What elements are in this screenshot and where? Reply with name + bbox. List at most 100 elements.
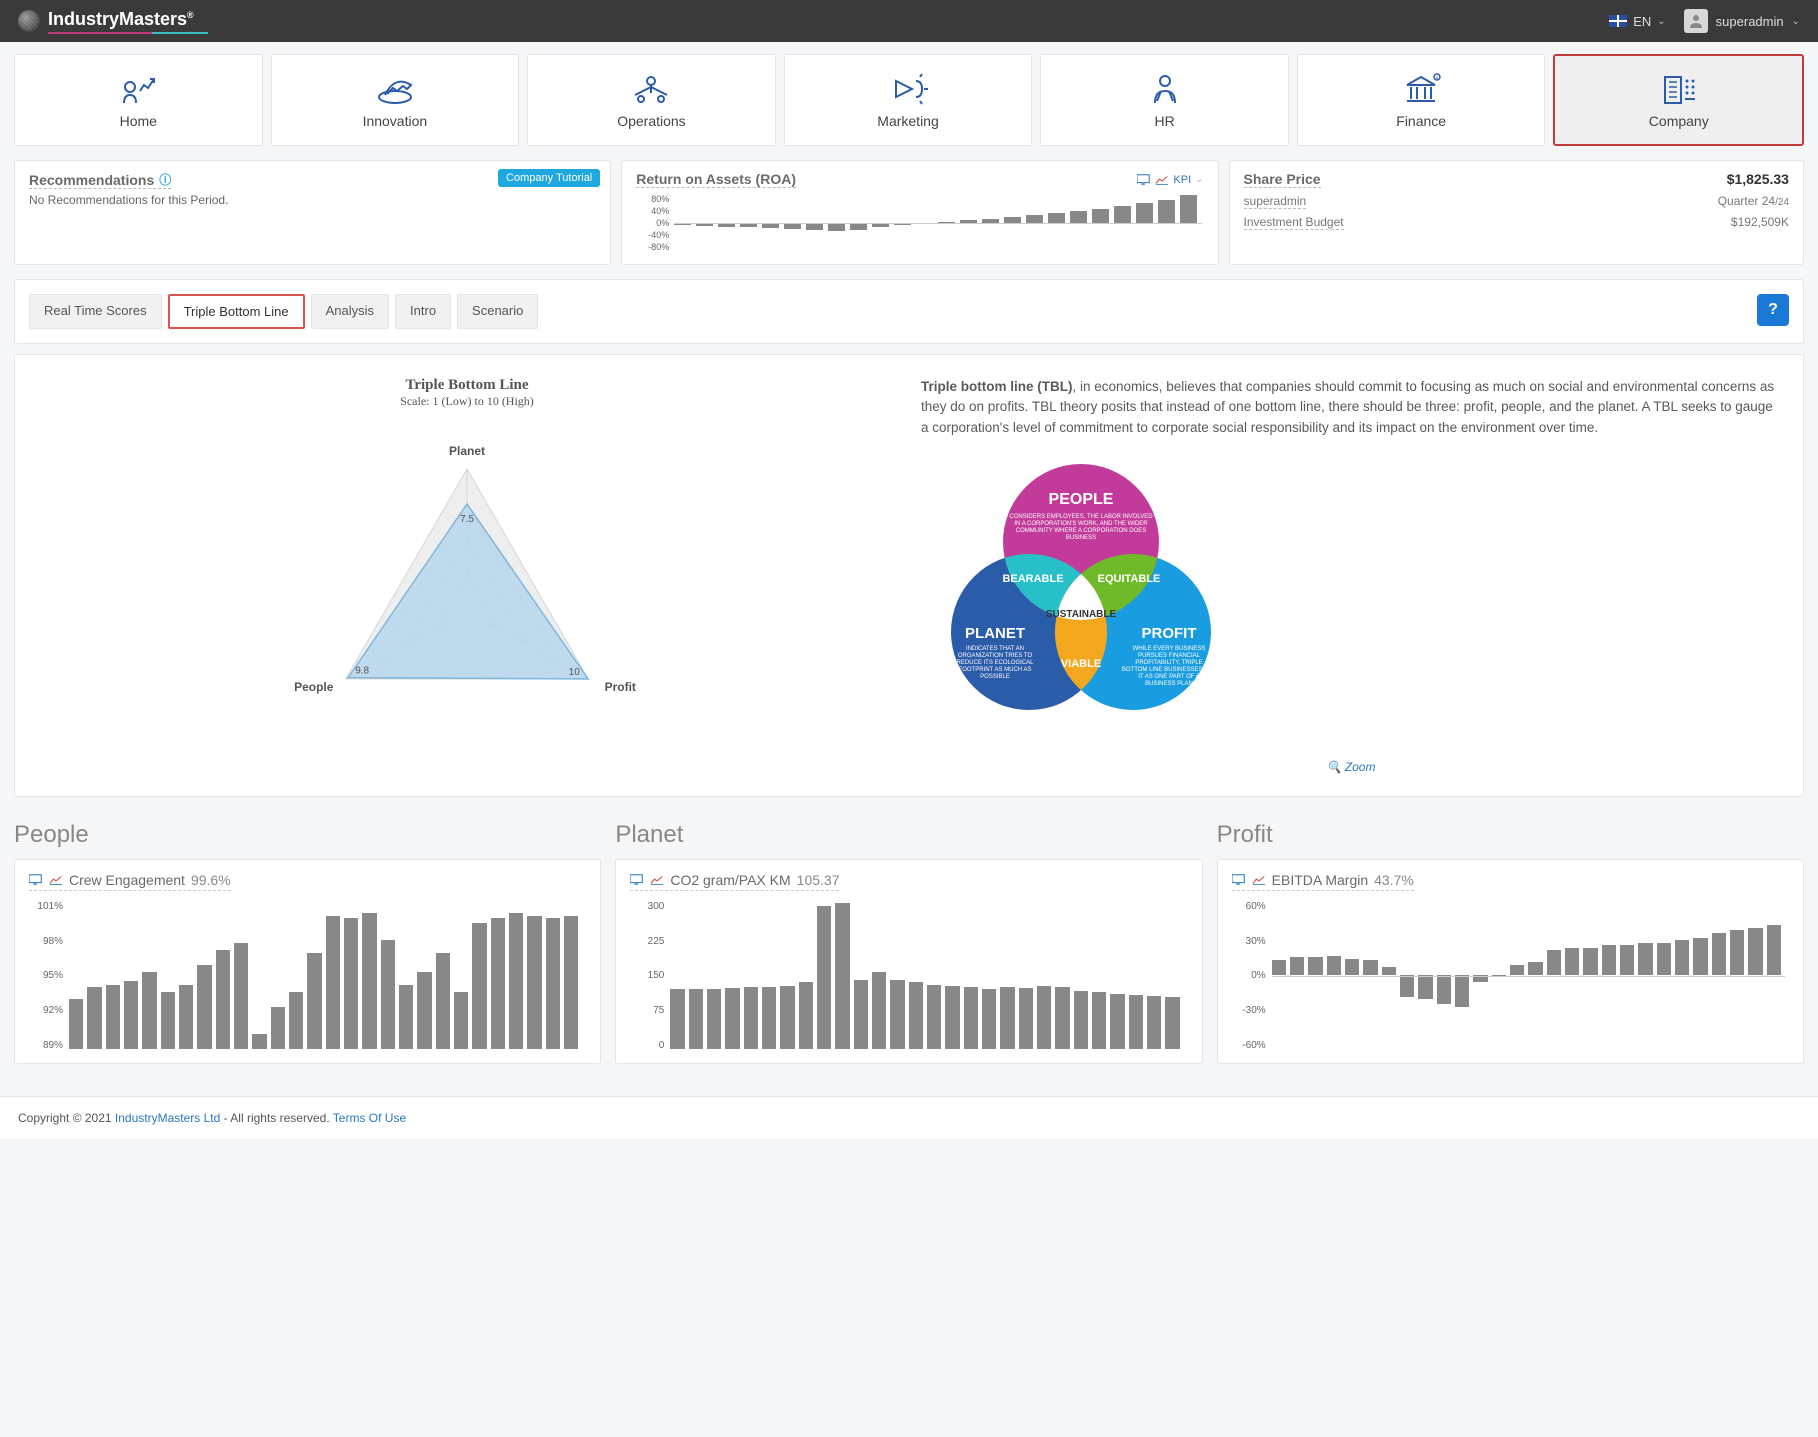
chart-bar (1290, 957, 1304, 974)
chart-head[interactable]: CO2 gram/PAX KM 105.37 (630, 872, 839, 891)
chart-bar (945, 986, 959, 1049)
flag-icon (1609, 15, 1627, 27)
roa-bar (1180, 195, 1197, 223)
chart-bar (362, 913, 376, 1049)
chart-bar (1037, 986, 1051, 1049)
roa-bar (806, 223, 823, 230)
footer-company-link[interactable]: IndustryMasters Ltd (115, 1111, 220, 1125)
language-selector[interactable]: EN ⌄ (1609, 14, 1665, 29)
zoom-link[interactable]: 🔍 Zoom (921, 760, 1781, 774)
nav-label: HR (1154, 113, 1174, 129)
tabs-panel: Real Time ScoresTriple Bottom LineAnalys… (14, 279, 1804, 344)
chart-bar (1382, 967, 1396, 974)
chart-card-people: Crew Engagement 99.6% 101%98%95%92%89% (14, 859, 601, 1064)
footer-terms-link[interactable]: Terms Of Use (333, 1111, 406, 1125)
chart-bar (1712, 933, 1726, 975)
chart-bar (1110, 994, 1124, 1048)
tutorial-button[interactable]: Company Tutorial (498, 169, 600, 187)
metric-value: 99.6% (191, 872, 231, 888)
share-price-value: $1,825.33 (1727, 171, 1789, 188)
svg-text:Planet: Planet (449, 444, 485, 458)
chart-bar (454, 992, 468, 1049)
chart-bar (472, 923, 486, 1049)
brand-name: IndustryMasters (48, 9, 187, 29)
chart-head[interactable]: Crew Engagement 99.6% (29, 872, 231, 891)
logo-underline (48, 32, 208, 34)
chart-bar (1565, 948, 1579, 975)
footer: Copyright © 2021 IndustryMasters Ltd - A… (0, 1096, 1818, 1139)
chart-bar (1308, 957, 1322, 974)
user-menu[interactable]: superadmin ⌄ (1684, 9, 1800, 33)
roa-title: Return on Assets (ROA) (636, 171, 796, 188)
recommendations-title: Recommendations ⓘ (29, 171, 171, 189)
tbl-chart-title: Triple Bottom Line (405, 377, 528, 394)
chart-bar (890, 980, 904, 1049)
logo[interactable]: IndustryMasters® (18, 9, 208, 34)
chart-bar (307, 953, 321, 1049)
chart-bar (927, 985, 941, 1049)
chart-bar (1748, 928, 1762, 975)
kpi-selector[interactable]: KPI ⌄ (1137, 174, 1203, 186)
nav-card-finance[interactable]: $Finance (1297, 54, 1546, 146)
nav-card-innovation[interactable]: Innovation (271, 54, 520, 146)
section-heading: Profit (1217, 821, 1804, 849)
chart-bar (1345, 959, 1359, 975)
nav-card-hr[interactable]: HR (1040, 54, 1289, 146)
chart-bar (835, 903, 849, 1049)
chart-bar (417, 972, 431, 1048)
tab-triple-bottom-line[interactable]: Triple Bottom Line (168, 294, 305, 329)
svg-text:BEARABLE: BEARABLE (1002, 573, 1063, 585)
chart-bar (179, 985, 193, 1049)
chart-head[interactable]: EBITDA Margin 43.7% (1232, 872, 1414, 891)
chart-bar (707, 989, 721, 1049)
metric-value: 43.7% (1374, 872, 1414, 888)
nav-icon (1143, 71, 1187, 107)
chart-bar (1363, 960, 1377, 975)
help-icon[interactable]: ⓘ (159, 171, 171, 188)
lang-label: EN (1633, 14, 1651, 29)
section-planet: Planet CO2 gram/PAX KM 105.37 3002251507… (615, 821, 1202, 1064)
chart-bar (1602, 945, 1616, 975)
logo-globe-icon (18, 10, 40, 32)
chart-bar (1055, 987, 1069, 1049)
recommendations-subtext: No Recommendations for this Period. (29, 193, 596, 207)
chart-bar (1327, 956, 1341, 975)
chart-bar (1092, 992, 1106, 1049)
nav-label: Operations (617, 113, 685, 129)
chevron-down-icon: ⌄ (1657, 16, 1665, 27)
chart-bar (527, 916, 541, 1049)
chart-bar (762, 987, 776, 1049)
chart-bar (216, 950, 230, 1049)
nav-label: Company (1649, 113, 1709, 129)
tab-scenario[interactable]: Scenario (457, 294, 538, 329)
chart-bar (1620, 945, 1634, 975)
nav-card-marketing[interactable]: Marketing (784, 54, 1033, 146)
nav-card-home[interactable]: Home (14, 54, 263, 146)
chart-bar (1767, 925, 1781, 974)
chart-bar (234, 943, 248, 1049)
roa-bar (1158, 200, 1175, 223)
investment-budget-label[interactable]: Investment Budget (1244, 215, 1344, 230)
nav-card-operations[interactable]: Operations (527, 54, 776, 146)
chart-bar (491, 918, 505, 1049)
roa-bar (1070, 211, 1087, 223)
share-user[interactable]: superadmin (1244, 194, 1307, 209)
tab-intro[interactable]: Intro (395, 294, 451, 329)
help-button[interactable]: ? (1757, 294, 1789, 326)
chart-bar (799, 982, 813, 1049)
chart-bar (1165, 997, 1179, 1049)
svg-text:EQUITABLE: EQUITABLE (1098, 573, 1161, 585)
chart-bar (326, 916, 340, 1049)
nav-label: Home (120, 113, 157, 129)
chevron-down-icon: ⌄ (1792, 16, 1800, 27)
tbl-description: Triple bottom line (TBL), in economics, … (921, 377, 1781, 438)
chart-bar (271, 1007, 285, 1049)
chart-bar (670, 989, 684, 1049)
share-price-panel: Share Price $1,825.33 superadmin Quarter… (1229, 160, 1804, 265)
tab-real-time-scores[interactable]: Real Time Scores (29, 294, 162, 329)
tab-analysis[interactable]: Analysis (311, 294, 389, 329)
nav-card-company[interactable]: Company (1553, 54, 1804, 146)
chart-bar (982, 989, 996, 1049)
venn-diagram: PEOPLECONSIDERS EMPLOYEES, THE LABOR INV… (921, 452, 1241, 752)
nav-cards: Home Innovation Operations Marketing HR $Fina… (14, 54, 1804, 146)
